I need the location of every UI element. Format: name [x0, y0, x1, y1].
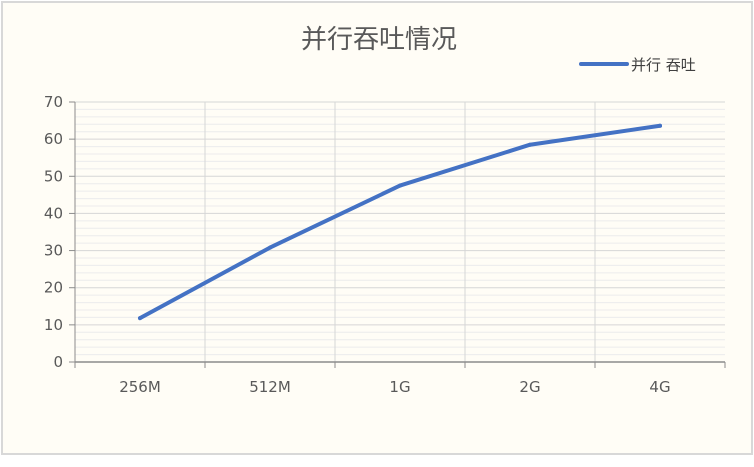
- y-tick-label: 50: [44, 167, 63, 185]
- chart-title: 并行吞吐情况: [301, 25, 457, 55]
- chart-frame: 并行吞吐情况 并行 吞吐 0 10 20 30 40 50 60 70 256M 512M 1G 2G…: [1, 1, 753, 455]
- x-tick-label: 256M: [119, 378, 161, 396]
- x-tick-label: 512M: [249, 378, 291, 396]
- data-point: [528, 142, 532, 147]
- data-point: [138, 316, 142, 321]
- x-tick-label: 2G: [519, 378, 540, 396]
- y-tick-label: 60: [44, 130, 63, 148]
- legend-label: 并行 吞吐: [631, 56, 696, 74]
- line-chart: 并行吞吐情况 并行 吞吐 0 10 20 30 40 50 60 70 256M 512M 1G 2G…: [44, 25, 726, 396]
- grid-layer: [75, 101, 725, 362]
- legend: 并行 吞吐: [579, 56, 696, 74]
- data-point: [658, 123, 662, 128]
- y-tick-label: 40: [44, 204, 63, 222]
- x-tick-label: 4G: [649, 378, 670, 396]
- y-tick-label: 70: [44, 93, 63, 111]
- axis-layer: 0 10 20 30 40 50 60 70 256M 512M 1G 2G 4G: [44, 93, 726, 396]
- data-point: [398, 183, 402, 188]
- y-tick-label: 20: [44, 279, 63, 297]
- x-tick-label: 1G: [389, 378, 410, 396]
- y-tick-label: 0: [53, 353, 63, 371]
- y-tick-label: 10: [44, 316, 63, 334]
- series-line: [138, 123, 662, 321]
- y-tick-label: 30: [44, 242, 63, 260]
- data-point: [268, 245, 272, 250]
- series-layer: [138, 123, 662, 321]
